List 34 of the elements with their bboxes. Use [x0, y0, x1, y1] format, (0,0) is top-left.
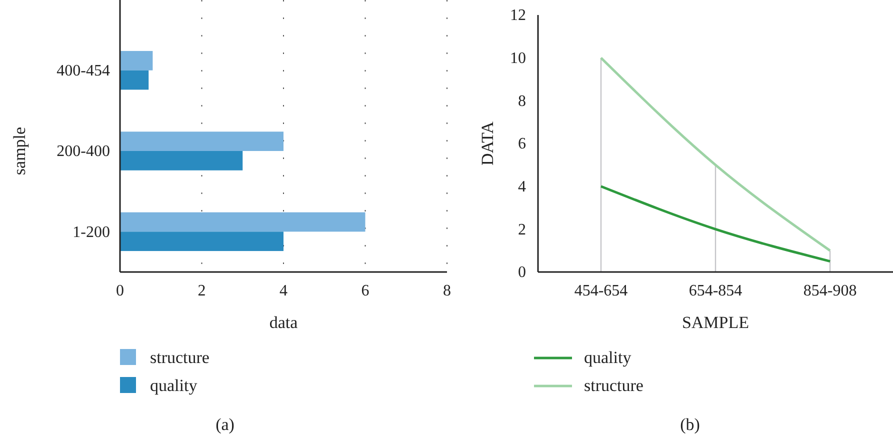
- text: (b): [680, 415, 700, 434]
- bar: [120, 70, 149, 90]
- x-tick-label: 454-654: [574, 282, 628, 300]
- x-tick-label: 2: [198, 282, 206, 300]
- legend-label: quality: [584, 348, 632, 367]
- y-tick-label: 4: [518, 178, 526, 196]
- x-tick-label: 854-908: [803, 282, 857, 300]
- y-tick-label: 6: [518, 136, 526, 153]
- text: (a): [216, 415, 234, 434]
- y-tick-label: 8: [518, 92, 526, 110]
- x-axis-title: data: [269, 313, 298, 332]
- y-axis-title: sample: [10, 126, 29, 176]
- bar: [120, 212, 366, 232]
- y-tick-label: 1-200: [72, 224, 110, 241]
- bar: [120, 151, 243, 170]
- y-tick-label: 12: [510, 7, 526, 24]
- y-tick-label: 200-400: [56, 143, 110, 160]
- legend-label: quality: [150, 376, 198, 395]
- x-tick-label: 654-854: [688, 282, 742, 300]
- bar: [120, 132, 284, 151]
- y-tick-label: 0: [518, 264, 526, 282]
- x-tick-label: 0: [116, 282, 124, 300]
- legend-label: structure: [584, 376, 644, 395]
- x-tick-label: 4: [280, 282, 288, 300]
- y-tick-label: 2: [518, 221, 526, 238]
- y-tick-label: 10: [510, 50, 526, 67]
- y-tick-label: 400-454: [56, 62, 110, 80]
- bar: [120, 232, 284, 252]
- x-tick-label: 6: [361, 282, 370, 300]
- legend-label: structure: [150, 348, 210, 367]
- x-tick-label: 8: [443, 282, 451, 300]
- x-axis-title: SAMPLE: [682, 313, 750, 332]
- bar: [120, 50, 153, 70]
- y-axis-title: DATA: [478, 120, 497, 166]
